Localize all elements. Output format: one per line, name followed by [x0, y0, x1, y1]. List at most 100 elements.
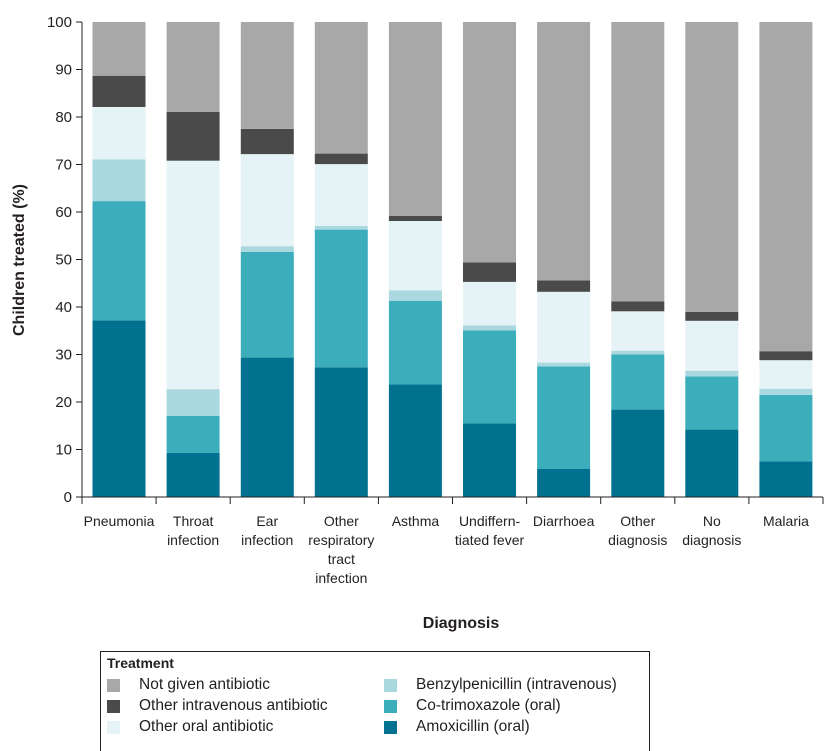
x-category-label: Other diagnosis — [608, 513, 667, 548]
bar-segment — [240, 251, 294, 358]
bar-segment — [759, 461, 813, 497]
x-category-label: Diarrhoea — [533, 513, 595, 529]
x-category-label: Malaria — [763, 513, 809, 529]
bar-segment — [240, 128, 294, 155]
bar-segment — [388, 300, 442, 385]
bar-segment — [463, 22, 516, 263]
y-tick-label: 70 — [55, 157, 72, 174]
bar-segment — [92, 75, 146, 107]
bar-segment — [685, 311, 739, 321]
bar-segment — [463, 281, 516, 326]
y-tick-label: 30 — [55, 347, 72, 364]
bar-segment — [92, 201, 146, 321]
x-category-label: Undiffern-tiated fever — [455, 513, 525, 548]
y-tick-label: 90 — [55, 62, 72, 79]
legend-title: Treatment — [107, 655, 174, 671]
bars-layer — [92, 22, 813, 497]
bar-segment — [463, 262, 516, 282]
legend-swatch — [107, 720, 120, 734]
bar-segment — [388, 384, 442, 497]
bar-segment — [166, 452, 220, 497]
bar-segment — [611, 409, 665, 497]
legend-label: Amoxicillin (oral) — [416, 718, 530, 735]
y-tick-label: 20 — [55, 394, 72, 411]
bar-segment — [759, 388, 813, 395]
bar-segment — [388, 221, 442, 291]
bar-segment — [611, 22, 665, 302]
bar-segment — [537, 291, 591, 363]
legend-swatch — [107, 678, 120, 692]
y-tick-label: 40 — [55, 299, 72, 316]
bar-segment — [92, 320, 146, 497]
stacked-bar-chart: 0 10 20 30 40 50 60 70 80 90 100 Pneumonia Throat inf… — [11, 14, 824, 632]
bar-segment — [166, 389, 220, 416]
bar-segment — [537, 366, 591, 469]
x-category-label: No diagnosis — [682, 513, 741, 548]
bar-segment — [759, 22, 813, 352]
bar-segment — [685, 370, 739, 377]
y-tick-label: 80 — [55, 109, 72, 126]
x-category-label: Asthma — [392, 513, 440, 529]
y-axis-title: Children treated (%) — [11, 184, 28, 336]
bar-segment — [314, 225, 368, 230]
legend-swatch — [384, 678, 397, 692]
legend-item: Not given antibiotic — [107, 676, 270, 694]
bar-segment — [685, 22, 739, 312]
bar-segment — [92, 107, 146, 160]
legend-label: Co-trimoxazole (oral) — [416, 697, 561, 714]
bar-segment — [759, 394, 813, 462]
legend: Treatment Not given antibiotic Benzylpeni… — [100, 651, 650, 751]
x-category-label: Ear infection — [241, 513, 293, 548]
bar-segment — [463, 325, 516, 331]
x-category-label: Pneumonia — [84, 513, 155, 529]
bar-segment — [611, 301, 665, 312]
bar-segment — [685, 429, 739, 497]
bar-segment — [759, 351, 813, 361]
axes-layer: 0 10 20 30 40 50 60 70 80 90 100 Pneumonia Throat inf… — [47, 14, 824, 586]
bar-segment — [388, 215, 442, 221]
legend-label: Other oral antibiotic — [139, 718, 274, 735]
bar-segment — [463, 330, 516, 424]
legend-swatch — [384, 720, 397, 734]
bar-segment — [314, 153, 368, 165]
y-tick-label: 50 — [55, 252, 72, 269]
bar-segment — [611, 354, 665, 410]
x-category-label: Other respiratory tract infection — [308, 513, 374, 586]
y-tick-label: 10 — [55, 442, 72, 459]
x-axis-title: Diagnosis — [423, 615, 500, 632]
bar-segment — [240, 22, 294, 129]
legend-label: Not given antibiotic — [139, 676, 270, 693]
bar-segment — [314, 22, 368, 154]
legend-item: Co-trimoxazole (oral) — [384, 697, 561, 715]
bar-segment — [166, 160, 220, 390]
legend-swatch — [384, 699, 397, 713]
bar-segment — [240, 154, 294, 247]
y-tick-label: 100 — [47, 14, 72, 31]
bar-segment — [388, 22, 442, 216]
bar-segment — [314, 367, 368, 497]
bar-segment — [685, 320, 739, 371]
bar-segment — [240, 357, 294, 497]
bar-segment — [537, 469, 591, 497]
bar-segment — [537, 280, 591, 292]
y-tick-label: 0 — [64, 489, 72, 506]
bar-segment — [537, 22, 591, 281]
bar-segment — [166, 111, 220, 161]
bar-segment — [685, 376, 739, 430]
bar-segment — [314, 229, 368, 368]
bar-segment — [463, 423, 516, 497]
legend-label: Benzylpenicillin (intravenous) — [416, 676, 617, 693]
legend-item: Other oral antibiotic — [107, 718, 273, 736]
bar-segment — [537, 362, 591, 367]
y-tick-label: 60 — [55, 204, 72, 221]
bar-segment — [92, 159, 146, 202]
legend-label: Other intravenous antibiotic — [139, 697, 328, 714]
bar-segment — [388, 290, 442, 301]
x-category-label: Throat infection — [167, 513, 219, 548]
legend-item: Benzylpenicillin (intravenous) — [384, 676, 617, 694]
legend-item: Other intravenous antibiotic — [107, 697, 328, 715]
legend-swatch — [107, 699, 120, 713]
bar-segment — [759, 360, 813, 389]
bar-segment — [92, 22, 146, 76]
bar-segment — [611, 350, 665, 355]
